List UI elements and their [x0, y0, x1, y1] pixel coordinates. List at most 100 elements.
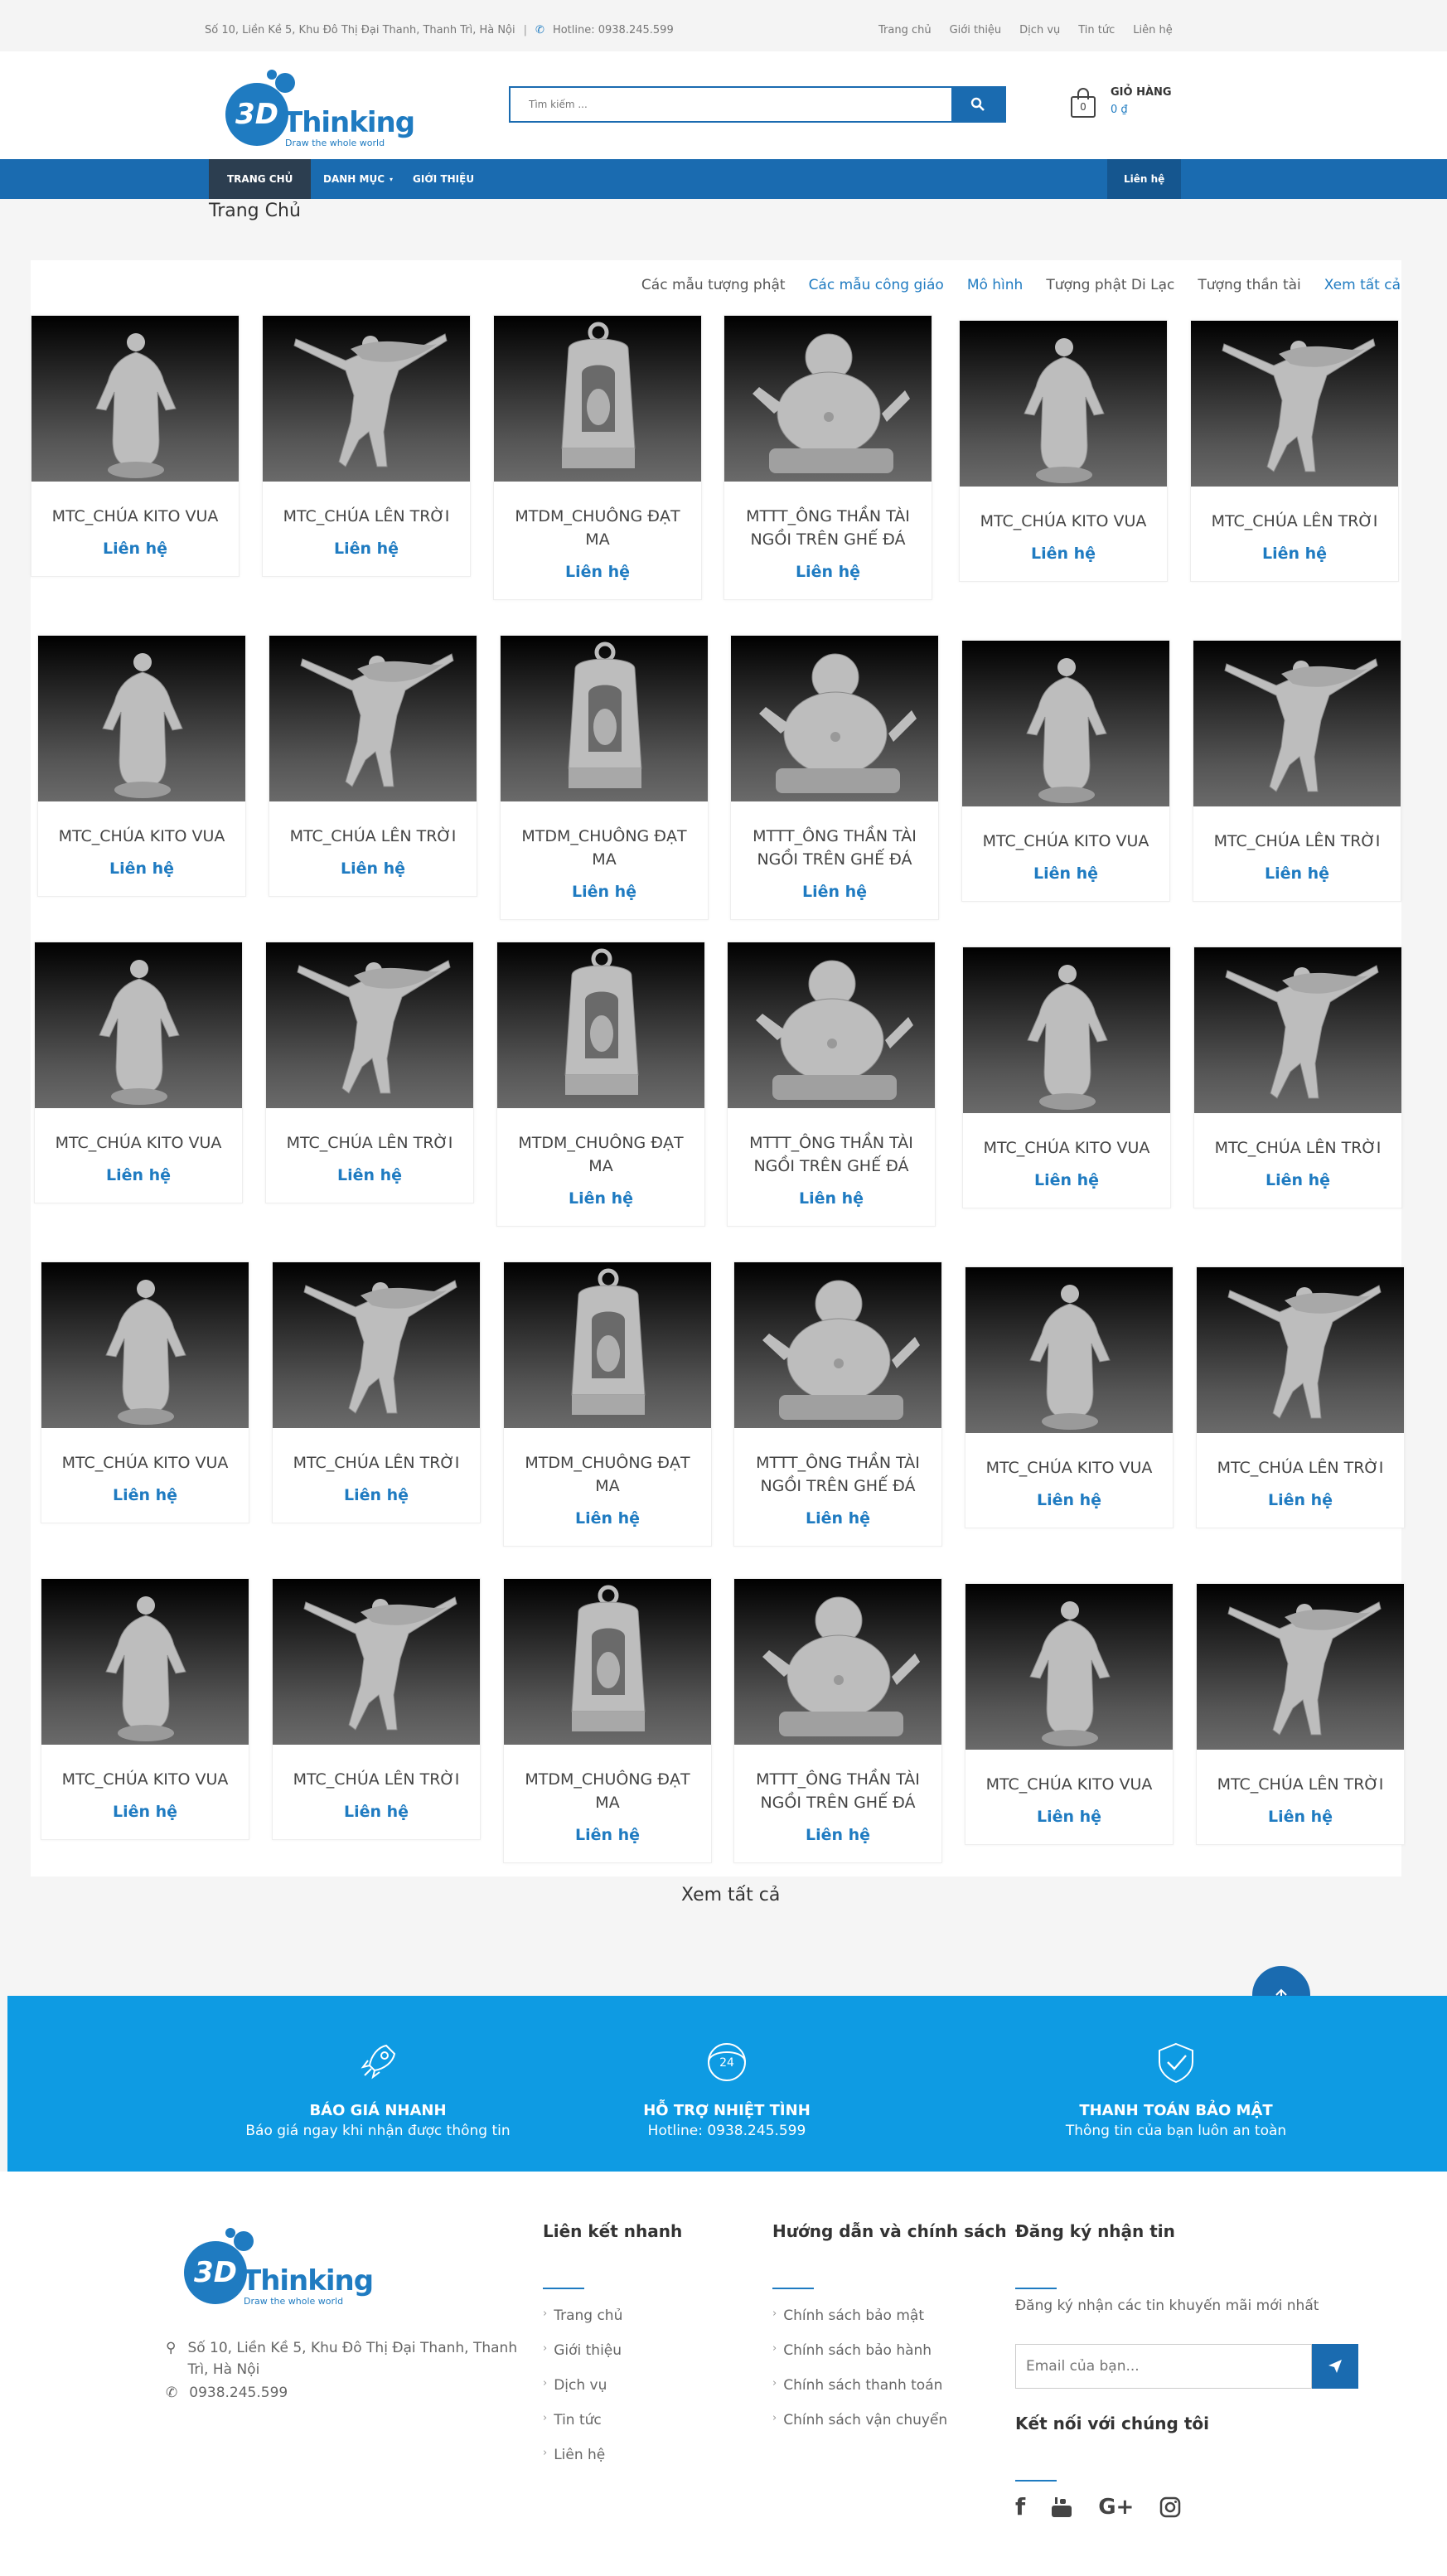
- product-name[interactable]: MTC_CHÚA LÊN TRỜI: [289, 827, 457, 845]
- facebook-icon[interactable]: f: [1015, 2493, 1026, 2520]
- policy-payment[interactable]: › Chính sách thanh toán: [772, 2377, 1007, 2394]
- product-image[interactable]: [273, 1579, 480, 1745]
- footer-link-contact[interactable]: › Liên hệ: [543, 2447, 682, 2463]
- cart[interactable]: 0 GIỎ HÀNG 0 ₫: [1069, 86, 1172, 119]
- footer-link-news[interactable]: › Tin tức: [543, 2412, 682, 2428]
- product-card[interactable]: MTC_CHÚA LÊN TRỜI Liên hệ: [1190, 320, 1399, 582]
- product-name[interactable]: MTDM_CHUÔNG ĐẠT MA: [525, 1770, 690, 1812]
- product-image[interactable]: [963, 947, 1170, 1113]
- product-name[interactable]: MTDM_CHUÔNG ĐẠT MA: [515, 507, 680, 549]
- product-image[interactable]: [501, 636, 708, 801]
- product-image[interactable]: [734, 1579, 941, 1745]
- product-image[interactable]: [38, 636, 245, 801]
- footer-link-home[interactable]: › Trang chủ: [543, 2307, 682, 2324]
- product-image[interactable]: [35, 942, 242, 1108]
- product-card[interactable]: MTC_CHÚA LÊN TRỜI Liên hệ: [1193, 640, 1401, 902]
- product-name[interactable]: MTDM_CHUÔNG ĐẠT MA: [521, 827, 687, 869]
- product-image[interactable]: [1197, 1584, 1404, 1750]
- product-name[interactable]: MTC_CHÚA LÊN TRỜI: [1213, 832, 1381, 850]
- subscribe-button[interactable]: [1312, 2344, 1358, 2389]
- product-card[interactable]: MTC_CHÚA KITO VUA Liên hệ: [41, 1578, 249, 1840]
- product-card[interactable]: MTC_CHÚA KITO VUA Liên hệ: [965, 1266, 1174, 1528]
- product-name[interactable]: MTC_CHÚA KITO VUA: [983, 1139, 1150, 1157]
- product-image[interactable]: [731, 636, 938, 801]
- product-image[interactable]: [269, 636, 477, 801]
- product-card[interactable]: MTTT_ÔNG THẦN TÀI NGỒI TRÊN GHẾ ĐÁ Liên h…: [730, 635, 939, 920]
- product-name[interactable]: MTC_CHÚA KITO VUA: [61, 1770, 229, 1789]
- product-name[interactable]: MTTT_ÔNG THẦN TÀI NGỒI TRÊN GHẾ ĐÁ: [749, 1134, 913, 1175]
- product-name[interactable]: MTC_CHÚA KITO VUA: [985, 1459, 1153, 1477]
- product-name[interactable]: MTDM_CHUÔNG ĐẠT MA: [525, 1454, 690, 1495]
- product-name[interactable]: MTC_CHÚA KITO VUA: [51, 507, 219, 525]
- product-image[interactable]: [273, 1262, 480, 1428]
- footer-link-services[interactable]: › Dịch vụ: [543, 2377, 682, 2394]
- product-card[interactable]: MTC_CHÚA LÊN TRỜI Liên hệ: [1193, 947, 1402, 1208]
- product-image[interactable]: [31, 316, 239, 482]
- product-card[interactable]: MTC_CHÚA KITO VUA Liên hệ: [31, 315, 240, 577]
- youtube-icon[interactable]: [1050, 2496, 1073, 2519]
- policy-warranty[interactable]: › Chính sách bảo hành: [772, 2342, 1007, 2359]
- policy-privacy[interactable]: › Chính sách bảo mật: [772, 2307, 1007, 2324]
- tab-view-all[interactable]: Xem tất cả: [1324, 277, 1401, 293]
- product-image[interactable]: [734, 1262, 941, 1428]
- product-card[interactable]: MTDM_CHUÔNG ĐẠT MA Liên hệ: [503, 1578, 712, 1863]
- product-name[interactable]: MTTT_ÔNG THẦN TÀI NGỒI TRÊN GHẾ ĐÁ: [756, 1770, 920, 1812]
- product-name[interactable]: MTC_CHÚA KITO VUA: [982, 832, 1149, 850]
- product-image[interactable]: [266, 942, 473, 1108]
- product-name[interactable]: MTC_CHÚA LÊN TRỜI: [1217, 1459, 1384, 1477]
- topbar-link-about[interactable]: Giới thiệu: [949, 24, 1002, 36]
- search-input[interactable]: [511, 88, 951, 121]
- product-name[interactable]: MTC_CHÚA LÊN TRỜI: [1211, 512, 1378, 530]
- product-card[interactable]: MTTT_ÔNG THẦN TÀI NGỒI TRÊN GHẾ ĐÁ Liên h…: [733, 1261, 942, 1547]
- product-card[interactable]: MTC_CHÚA KITO VUA Liên hệ: [961, 640, 1170, 902]
- product-image[interactable]: [494, 316, 701, 482]
- product-card[interactable]: MTC_CHÚA KITO VUA Liên hệ: [959, 320, 1168, 582]
- product-name[interactable]: MTC_CHÚA LÊN TRỜI: [1214, 1139, 1382, 1157]
- view-all-link[interactable]: Xem tất cả: [681, 1885, 781, 1905]
- product-card[interactable]: MTC_CHÚA KITO VUA Liên hệ: [41, 1261, 249, 1523]
- product-image[interactable]: [960, 321, 1167, 487]
- nav-contact[interactable]: Liên hệ: [1107, 159, 1182, 199]
- product-card[interactable]: MTC_CHÚA LÊN TRỜI Liên hệ: [272, 1261, 481, 1523]
- tab-di-lac[interactable]: Tượng phật Di Lạc: [1046, 277, 1175, 293]
- product-name[interactable]: MTC_CHÚA KITO VUA: [980, 512, 1147, 530]
- product-name[interactable]: MTC_CHÚA KITO VUA: [55, 1134, 222, 1152]
- nav-about[interactable]: GIỚI THIỆU: [413, 173, 475, 185]
- product-image[interactable]: [41, 1579, 249, 1745]
- product-card[interactable]: MTDM_CHUÔNG ĐẠT MA Liên hệ: [493, 315, 702, 600]
- policy-shipping[interactable]: › Chính sách vận chuyển: [772, 2412, 1007, 2428]
- tab-models[interactable]: Mô hình: [966, 277, 1024, 293]
- topbar-link-news[interactable]: Tin tức: [1078, 24, 1115, 36]
- email-field[interactable]: [1015, 2344, 1312, 2389]
- topbar-link-contact[interactable]: Liên hệ: [1133, 24, 1173, 36]
- product-name[interactable]: MTC_CHÚA KITO VUA: [58, 827, 225, 845]
- product-name[interactable]: MTC_CHÚA LÊN TRỜI: [1217, 1775, 1384, 1794]
- site-logo[interactable]: 3D Thinking Draw the whole world: [225, 68, 416, 148]
- tab-than-tai[interactable]: Tượng thần tài: [1198, 277, 1301, 293]
- product-image[interactable]: [962, 641, 1169, 806]
- product-name[interactable]: MTC_CHÚA LÊN TRỜI: [286, 1134, 453, 1152]
- product-name[interactable]: MTC_CHÚA LÊN TRỜI: [293, 1770, 460, 1789]
- topbar-link-services[interactable]: Dịch vụ: [1019, 24, 1061, 36]
- product-image[interactable]: [497, 942, 704, 1108]
- product-card[interactable]: MTDM_CHUÔNG ĐẠT MA Liên hệ: [503, 1261, 712, 1547]
- product-image[interactable]: [1191, 321, 1398, 487]
- product-image[interactable]: [728, 942, 935, 1108]
- product-card[interactable]: MTC_CHÚA KITO VUA Liên hệ: [962, 947, 1171, 1208]
- nav-category[interactable]: DANH MỤC ▾: [323, 159, 393, 199]
- footer-logo[interactable]: 3D Thinking Draw the whole world: [184, 2226, 391, 2309]
- topbar-link-home[interactable]: Trang chủ: [878, 24, 932, 36]
- product-image[interactable]: [263, 316, 470, 482]
- product-card[interactable]: MTDM_CHUÔNG ĐẠT MA Liên hệ: [496, 942, 705, 1227]
- product-name[interactable]: MTDM_CHUÔNG ĐẠT MA: [518, 1134, 684, 1175]
- product-image[interactable]: [504, 1579, 711, 1745]
- search-button[interactable]: [951, 88, 1004, 121]
- product-name[interactable]: MTC_CHÚA LÊN TRỜI: [293, 1454, 460, 1472]
- footer-link-about[interactable]: › Giới thiệu: [543, 2342, 682, 2359]
- product-card[interactable]: MTC_CHÚA KITO VUA Liên hệ: [965, 1583, 1174, 1845]
- product-name[interactable]: MTTT_ÔNG THẦN TÀI NGỒI TRÊN GHẾ ĐÁ: [746, 507, 910, 549]
- tab-buddha-statues[interactable]: Các mẫu tượng phật: [641, 277, 786, 293]
- product-card[interactable]: MTTT_ÔNG THẦN TÀI NGỒI TRÊN GHẾ ĐÁ Liên h…: [733, 1578, 942, 1863]
- product-card[interactable]: MTC_CHÚA LÊN TRỜI Liên hệ: [265, 942, 474, 1203]
- product-card[interactable]: MTC_CHÚA LÊN TRỜI Liên hệ: [269, 635, 477, 897]
